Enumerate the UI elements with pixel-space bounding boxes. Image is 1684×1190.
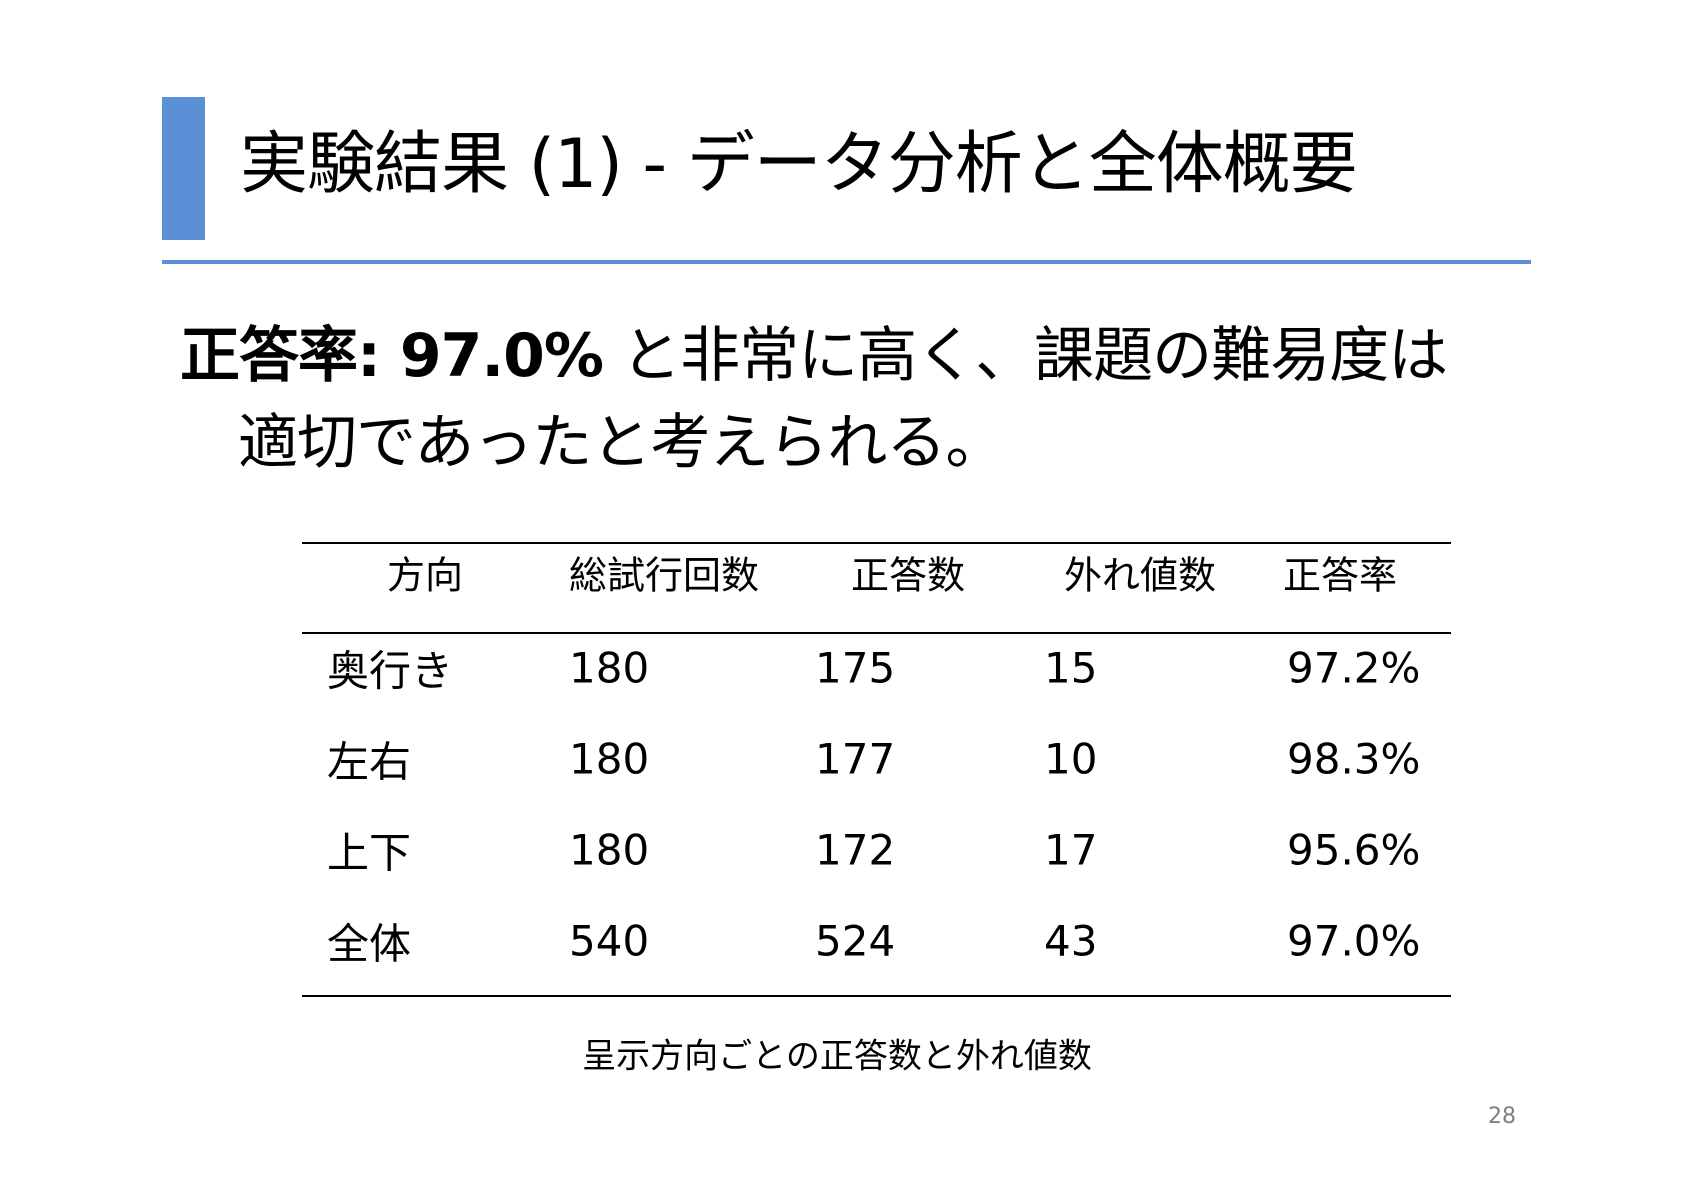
table-header-rule <box>302 632 1451 634</box>
table-cell: 97.2% <box>1287 643 1421 693</box>
table-rule <box>302 542 1451 544</box>
table-caption: 呈示方向ごとの正答数と外れ値数 <box>582 1036 1092 1077</box>
table-cell: 180 <box>569 643 650 693</box>
table-cell: 上下 <box>327 828 412 878</box>
table-cell: 15 <box>1044 643 1098 693</box>
title-accent-bar <box>162 97 205 240</box>
table-cell: 180 <box>569 734 650 784</box>
table-cell: 左右 <box>327 737 412 787</box>
body-line-1: 正答率: 97.0% と非常に高く、課題の難易度は <box>180 318 1448 394</box>
table-cell: 524 <box>815 916 896 966</box>
table-cell: 43 <box>1044 916 1098 966</box>
table-cell: 98.3% <box>1287 734 1421 784</box>
accuracy-highlight: 正答率: 97.0% <box>180 321 604 391</box>
column-header: 方向 <box>387 553 464 598</box>
table-cell: 172 <box>815 825 896 875</box>
body-text: と非常に高く、課題の難易度は <box>603 321 1448 391</box>
column-header: 正答率 <box>1283 553 1398 598</box>
table-cell: 95.6% <box>1287 825 1421 875</box>
column-header: 正答数 <box>851 553 966 598</box>
slide-title: 実験結果 (1) - データ分析と全体概要 <box>240 125 1358 204</box>
column-header: 外れ値数 <box>1064 553 1217 598</box>
table-cell: 180 <box>569 825 650 875</box>
title-divider <box>162 260 1531 264</box>
table-cell: 奥行き <box>327 646 454 696</box>
table-cell: 17 <box>1044 825 1098 875</box>
table-cell: 175 <box>815 643 896 693</box>
table-cell: 177 <box>815 734 896 784</box>
table-cell: 97.0% <box>1287 916 1421 966</box>
body-line-2: 適切であったと考えられる。 <box>238 408 1005 478</box>
table-cell: 全体 <box>327 919 412 969</box>
table-cell: 10 <box>1044 734 1098 784</box>
table-cell: 540 <box>569 916 650 966</box>
column-header: 総試行回数 <box>569 553 760 598</box>
page-number: 28 <box>1488 1104 1516 1129</box>
table-rule <box>302 995 1451 997</box>
